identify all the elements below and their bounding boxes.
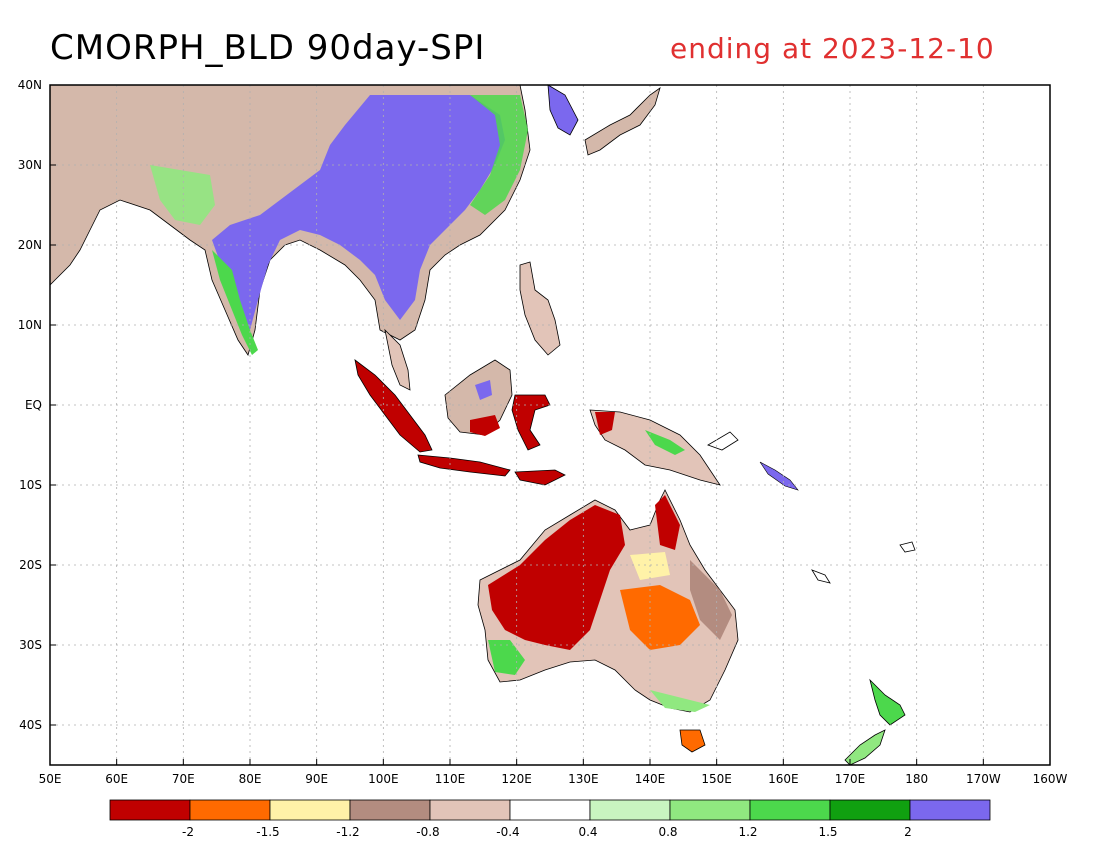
australia-green-sw (488, 640, 525, 675)
tasmania-land (679, 729, 706, 753)
malay-peninsula-land (384, 328, 411, 391)
lon-tick-label: 180 (905, 772, 928, 786)
map-date-subtitle: ending at 2023-12-10 (670, 32, 995, 65)
lat-tick-label: EQ (25, 398, 42, 412)
india-green-band (150, 165, 215, 225)
lat-tick-label: 40S (19, 718, 42, 732)
australia-orange-band (620, 585, 700, 650)
grid-lines (49, 84, 1051, 765)
legend-label: 1.2 (738, 825, 757, 839)
korea-land (547, 84, 579, 136)
australia-dry-core (488, 505, 625, 650)
legend-label: 2 (904, 825, 912, 839)
legend-swatch (589, 799, 671, 821)
pacific-island-3 (707, 431, 739, 451)
lat-tick-label: 10N (18, 318, 42, 332)
pacific-island-2 (899, 541, 916, 553)
lon-tick-label: 90E (305, 772, 328, 786)
solomon-islands (759, 461, 799, 491)
sumatra-land (354, 359, 433, 453)
legend-swatch (509, 799, 591, 821)
lon-tick-label: 160W (1033, 772, 1068, 786)
latitude-labels: 40N 30N 20N 10N EQ 10S 20S 30S 40S (18, 78, 42, 732)
lon-tick-label: 160E (768, 772, 799, 786)
legend-swatch (189, 799, 271, 821)
india-coast-green (212, 250, 258, 355)
legend-label: 0.8 (658, 825, 677, 839)
legend-swatch (269, 799, 351, 821)
new-zealand-north-island (869, 678, 906, 726)
australia-dry-east (655, 495, 680, 550)
land-regions (49, 84, 916, 766)
map-title: CMORPH_BLD 90day-SPI (50, 28, 486, 68)
new-guinea-green (645, 430, 685, 455)
lon-tick-label: 150E (701, 772, 732, 786)
australia-mixed-east (690, 560, 732, 640)
australia-green-se (650, 690, 710, 712)
lon-tick-label: 70E (172, 772, 195, 786)
java-land (417, 454, 511, 477)
lat-tick-label: 30S (19, 638, 42, 652)
pacific-island-1 (811, 569, 831, 584)
lesser-sunda-land (514, 469, 566, 486)
new-zealand-south-island (844, 729, 886, 766)
legend-label: -0.8 (416, 825, 439, 839)
lon-tick-label: 60E (105, 772, 128, 786)
legend-swatch (429, 799, 511, 821)
lon-tick-label: 170E (835, 772, 866, 786)
lon-tick-label: 100E (368, 772, 399, 786)
lon-tick-label: 170W (966, 772, 1001, 786)
lon-tick-label: 130E (568, 772, 599, 786)
new-guinea-land (589, 409, 721, 486)
lon-tick-label: 110E (435, 772, 466, 786)
longitude-labels: 50E 60E 70E 80E 90E 100E 110E 120E 130E 140E 150E 1… (39, 772, 1068, 786)
legend-label: -0.4 (496, 825, 519, 839)
lon-tick-label: 80E (239, 772, 262, 786)
map-frame (49, 84, 1051, 766)
lat-tick-label: 20S (19, 558, 42, 572)
japan-land (584, 87, 661, 156)
philippines-land (519, 261, 561, 356)
legend-label: -1.2 (336, 825, 359, 839)
borneo-wet-spot (475, 380, 492, 400)
sulawesi-land (511, 394, 551, 451)
legend-label: -1.5 (256, 825, 279, 839)
legend-swatch (829, 799, 911, 821)
legend-label: 0.4 (578, 825, 597, 839)
lat-tick-label: 40N (18, 78, 42, 92)
legend-label: -2 (182, 825, 194, 839)
asia-green-band (470, 95, 528, 215)
lon-tick-label: 50E (39, 772, 62, 786)
lat-tick-label: 20N (18, 238, 42, 252)
legend-swatch (749, 799, 831, 821)
legend-swatch (349, 799, 431, 821)
lat-tick-label: 30N (18, 158, 42, 172)
lat-tick-label: 10S (19, 478, 42, 492)
lon-tick-label: 140E (635, 772, 666, 786)
borneo-dry-edge (470, 415, 500, 436)
legend-swatch (669, 799, 751, 821)
new-guinea-dry (595, 412, 615, 435)
asia-wet-core (212, 95, 505, 330)
legend-swatch (109, 799, 191, 821)
legend-label: 1.5 (818, 825, 837, 839)
lon-tick-label: 120E (501, 772, 532, 786)
legend-swatch (909, 799, 991, 821)
color-legend: -2 -1.5 -1.2 -0.8 -0.4 0.4 0.8 1.2 1.5 2 (109, 799, 991, 839)
